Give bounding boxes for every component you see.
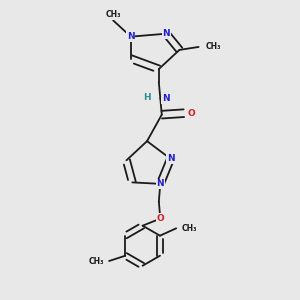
Text: H: H <box>143 92 151 101</box>
Text: CH₃: CH₃ <box>182 224 197 233</box>
Text: CH₃: CH₃ <box>105 10 121 19</box>
Text: N: N <box>127 32 135 41</box>
Text: N: N <box>167 154 174 163</box>
Text: CH₃: CH₃ <box>206 42 221 51</box>
Text: O: O <box>156 214 164 223</box>
Text: CH₃: CH₃ <box>88 256 104 266</box>
Text: N: N <box>162 94 170 103</box>
Text: N: N <box>162 29 170 38</box>
Text: N: N <box>157 179 164 188</box>
Text: O: O <box>187 109 195 118</box>
